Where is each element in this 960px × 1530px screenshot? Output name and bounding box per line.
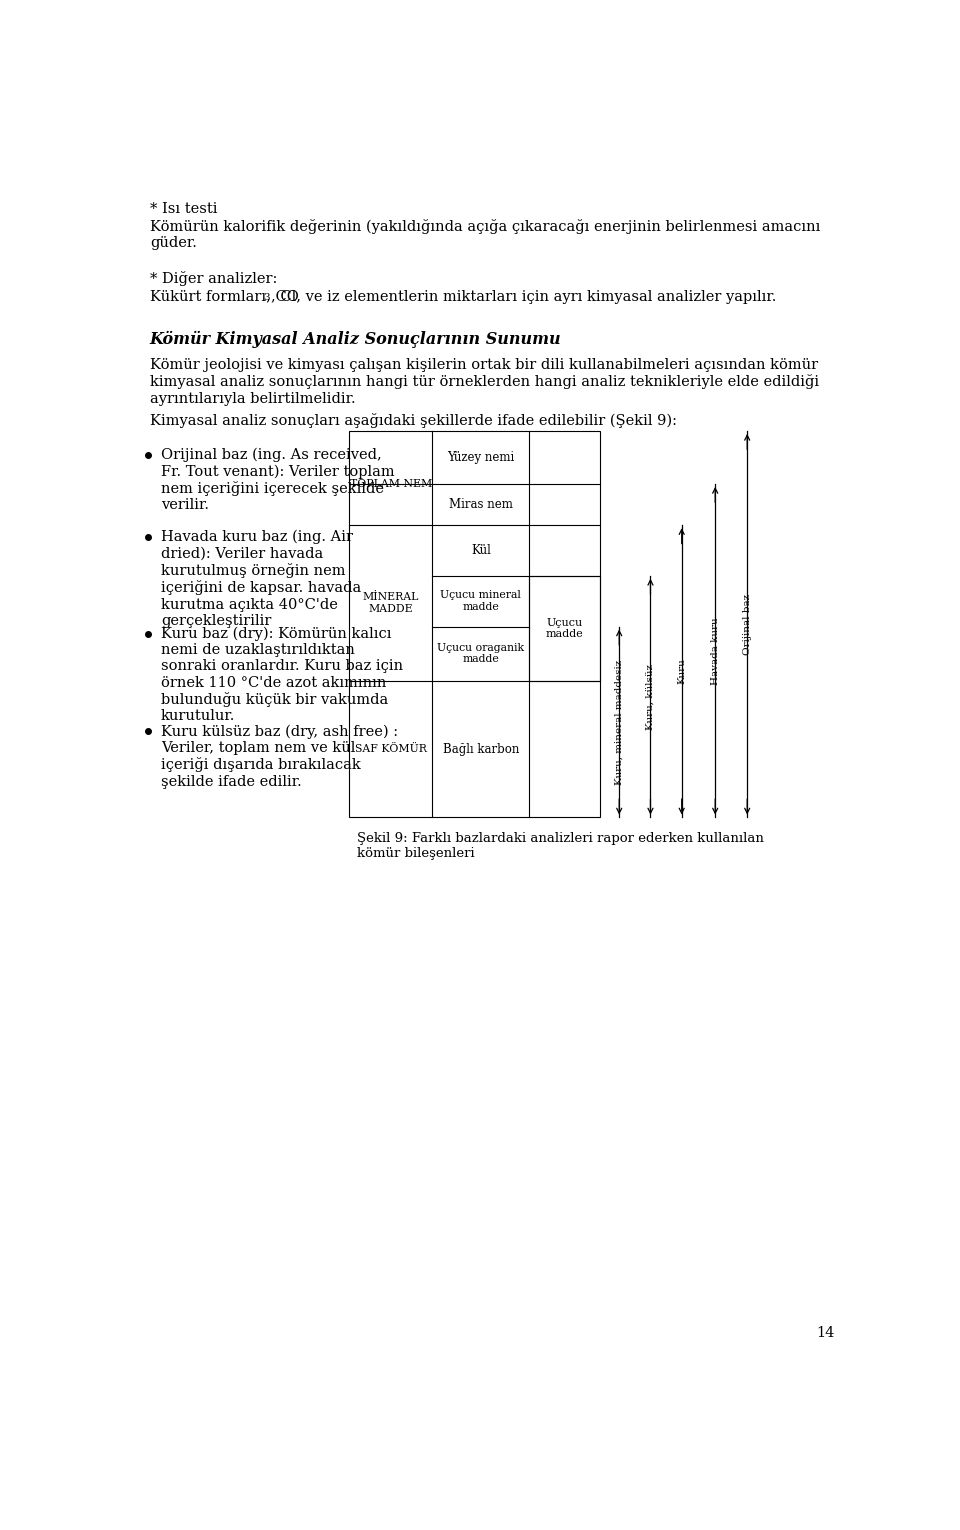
Text: Orijinal baz (ing. As received,
Fr. Tout venant): Veriler toplam
nem içeriğini i: Orijinal baz (ing. As received, Fr. Tout…: [161, 447, 395, 513]
Text: * Isı testi: * Isı testi: [150, 202, 217, 216]
Text: SAF KÖMÜR: SAF KÖMÜR: [355, 744, 427, 754]
Text: Kömür Kimyasal Analiz Sonuçlarının Sunumu: Kömür Kimyasal Analiz Sonuçlarının Sunum…: [150, 330, 562, 347]
Text: Yüzey nemi: Yüzey nemi: [447, 451, 515, 464]
Text: Kömürün kalorifik değerinin (yakıldığında açığa çıkaracağı enerjinin belirlenmes: Kömürün kalorifik değerinin (yakıldığınd…: [150, 219, 820, 249]
Text: Şekil 9: Farklı bazlardaki analizleri rapor ederken kullanılan
kömür bileşenleri: Şekil 9: Farklı bazlardaki analizleri ra…: [356, 832, 763, 860]
Text: TOPLAM NEM: TOPLAM NEM: [349, 479, 432, 490]
Text: Kuru, külsüz: Kuru, külsüz: [646, 664, 655, 730]
Text: MİNERAL
MADDE: MİNERAL MADDE: [363, 592, 419, 614]
Text: Kuru: Kuru: [677, 658, 686, 684]
Text: 14: 14: [816, 1327, 834, 1340]
Text: Uçucu oraganik
madde: Uçucu oraganik madde: [437, 643, 524, 664]
Text: * Diğer analizler:: * Diğer analizler:: [150, 271, 277, 286]
Text: Uçucu
madde: Uçucu madde: [545, 618, 584, 640]
Text: Havada kuru: Havada kuru: [710, 617, 720, 684]
Text: Kömür jeolojisi ve kimyası çalışan kişilerin ortak bir dili kullanabilmeleri açı: Kömür jeolojisi ve kimyası çalışan kişil…: [150, 358, 819, 405]
Text: Orijinal baz: Orijinal baz: [743, 594, 752, 655]
Text: Kükürt formları, CO: Kükürt formları, CO: [150, 289, 299, 303]
Text: , Cl, ve iz elementlerin miktarları için ayrı kimyasal analizler yapılır.: , Cl, ve iz elementlerin miktarları için…: [271, 289, 777, 303]
Text: 3: 3: [264, 292, 270, 301]
Text: Kül: Kül: [471, 545, 491, 557]
Text: Havada kuru baz (ing. Air
dried): Veriler havada
kurutulmuş örneğin nem
içeriğin: Havada kuru baz (ing. Air dried): Verile…: [161, 529, 361, 627]
Text: Miras nem: Miras nem: [449, 499, 513, 511]
Text: Kuru baz (dry): Kömürün kalıcı
nemi de uzaklaştırıldıktan
sonraki oranlardır. Ku: Kuru baz (dry): Kömürün kalıcı nemi de u…: [161, 627, 403, 724]
Text: Kuru, mineral maddesiz: Kuru, mineral maddesiz: [614, 659, 624, 785]
Text: Bağlı karbon: Bağlı karbon: [443, 742, 519, 756]
Text: Kuru külsüz baz (dry, ash free) :
Veriler, toplam nem ve kül
içeriği dışarıda bı: Kuru külsüz baz (dry, ash free) : Verile…: [161, 724, 398, 788]
Text: Kimyasal analiz sonuçları aşağıdaki şekillerde ifade edilebilir (Şekil 9):: Kimyasal analiz sonuçları aşağıdaki şeki…: [150, 413, 677, 428]
Text: Uçucu mineral
madde: Uçucu mineral madde: [441, 591, 521, 612]
